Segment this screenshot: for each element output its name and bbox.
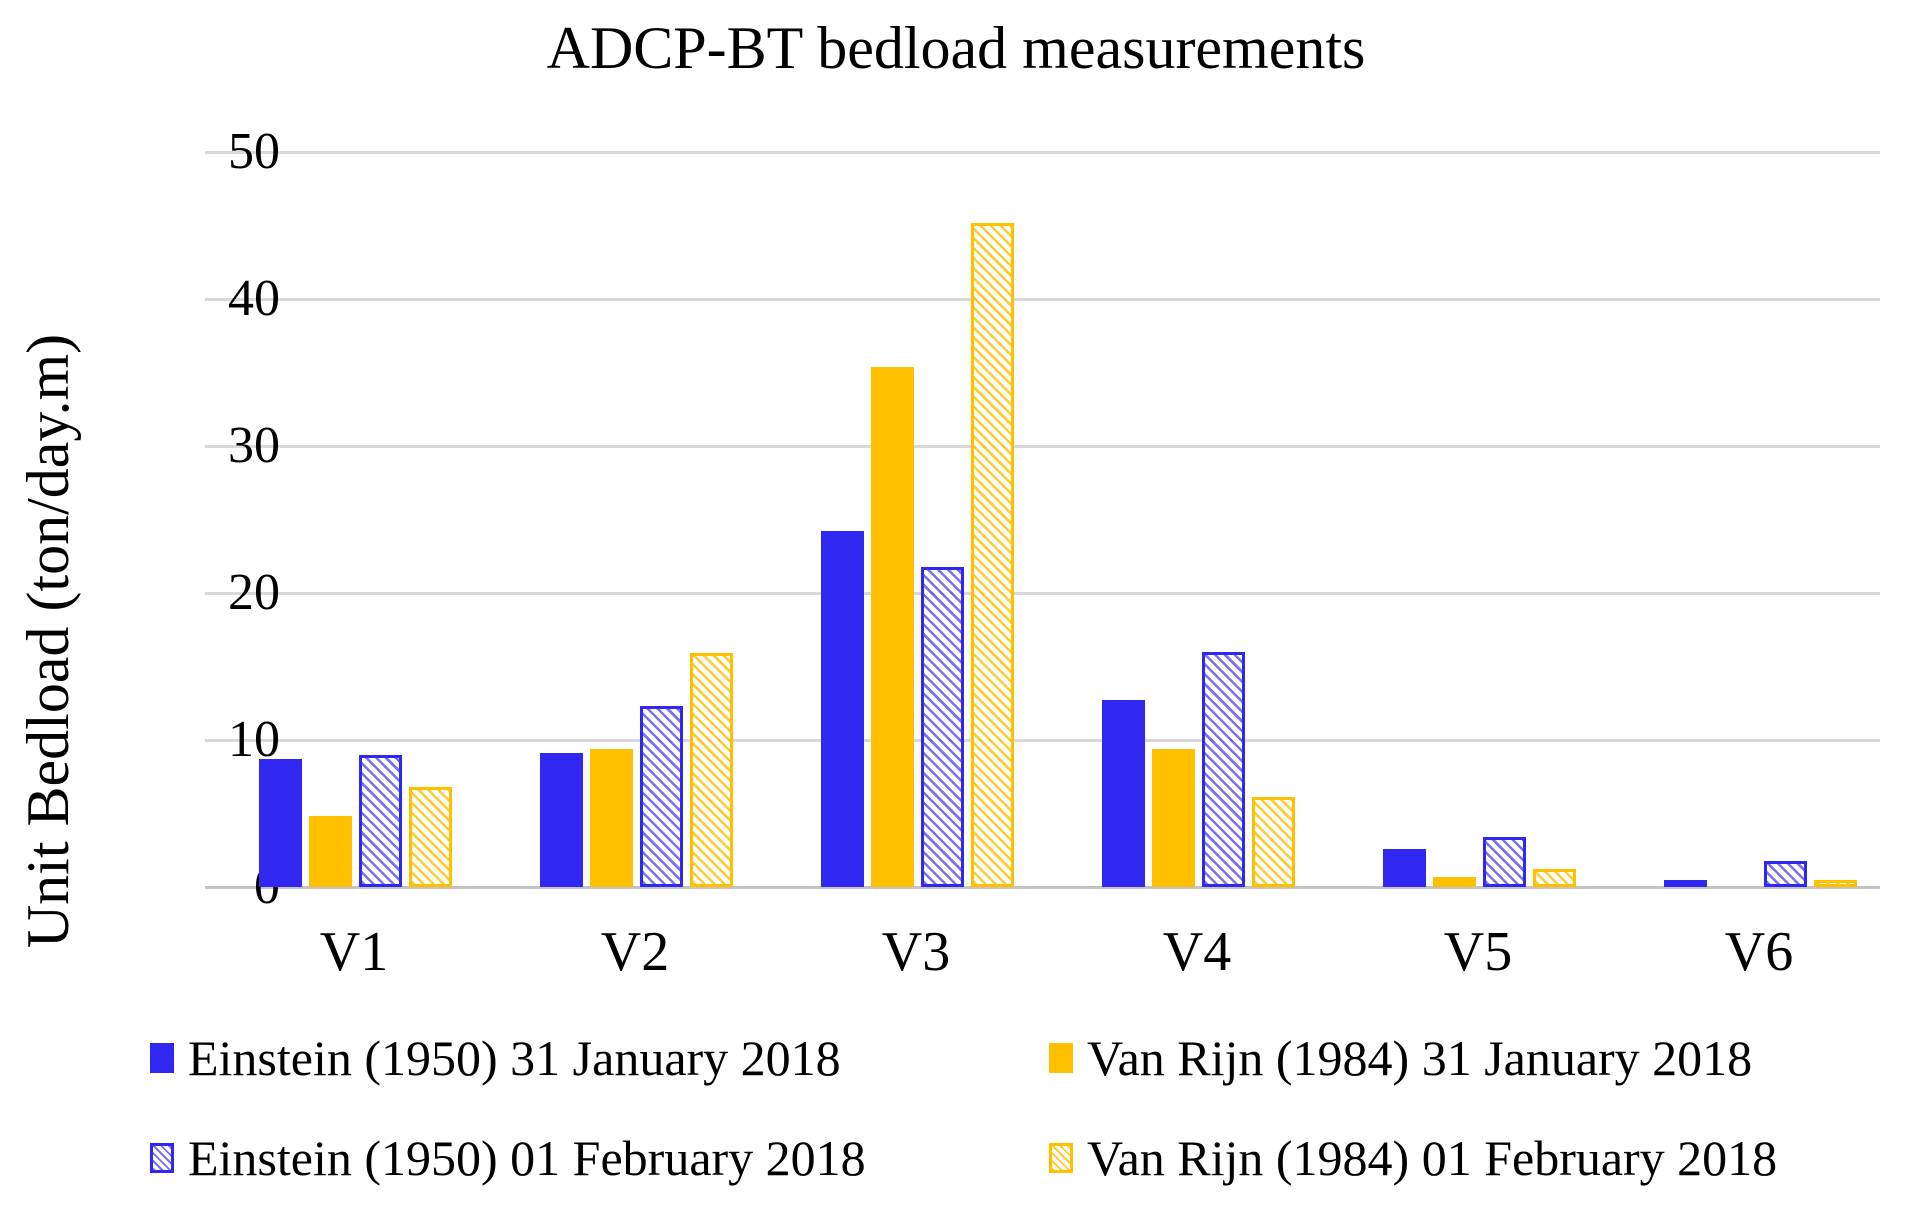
bar-v3-series-2	[871, 367, 914, 887]
bar-v1-series-2	[309, 816, 352, 887]
y-tick-label-0: 0	[100, 852, 280, 922]
y-tick-label-40: 40	[228, 270, 280, 327]
bar-v5-series-2	[1433, 877, 1476, 887]
legend-label: Einstein (1950) 01 February 2018	[188, 1130, 866, 1186]
gridline-y-30	[205, 445, 1880, 448]
bar-v1-series-3	[359, 755, 402, 887]
legend-item-2: Van Rijn (1984) 31 January 2018	[1049, 1028, 1862, 1088]
bar-v3-series-1	[821, 531, 864, 887]
x-tick-label-v1: V1	[319, 921, 389, 983]
gridline-y-20	[205, 592, 1880, 595]
legend-swatch-icon	[150, 1143, 174, 1173]
bar-v1-series-1	[259, 759, 302, 887]
legend-swatch-icon	[1049, 1043, 1073, 1073]
bar-v2-series-2	[590, 749, 633, 887]
y-tick-label-20: 20	[228, 564, 280, 621]
y-tick-label-50: 50	[228, 123, 280, 180]
bar-v4-series-2	[1152, 749, 1195, 887]
y-axis-title: Unit Bedload (ton/day.m)	[15, 333, 81, 949]
bar-v6-series-3	[1764, 861, 1807, 887]
bar-v6-series-1	[1664, 880, 1707, 887]
legend-item-4: Van Rijn (1984) 01 February 2018	[1049, 1128, 1862, 1188]
bar-v5-series-4	[1533, 869, 1576, 887]
x-axis-baseline	[205, 886, 1880, 889]
x-tick-label-v5: V5	[1443, 921, 1513, 983]
legend-item-1: Einstein (1950) 31 January 2018	[150, 1028, 1049, 1088]
bar-v6-series-4	[1814, 880, 1857, 887]
bar-v2-series-1	[540, 753, 583, 887]
legend-swatch-icon	[150, 1043, 174, 1073]
bar-v2-series-4	[690, 653, 733, 887]
gridline-y-40	[205, 298, 1880, 301]
legend-label: Van Rijn (1984) 31 January 2018	[1087, 1030, 1753, 1086]
bar-v3-series-3	[921, 567, 964, 887]
legend-item-3: Einstein (1950) 01 February 2018	[150, 1128, 1049, 1188]
bar-v5-series-1	[1383, 849, 1426, 887]
legend-label: Einstein (1950) 31 January 2018	[188, 1030, 841, 1086]
x-tick-label-v3: V3	[881, 921, 951, 983]
y-tick-label-30: 30	[228, 417, 280, 474]
gridline-y-50	[205, 151, 1880, 154]
gridline-y-10	[205, 739, 1880, 742]
x-tick-label-v2: V2	[600, 921, 670, 983]
bar-v5-series-3	[1483, 837, 1526, 887]
y-tick-label-10: 10	[228, 711, 280, 768]
bar-v4-series-1	[1102, 700, 1145, 887]
chart-title: ADCP-BT bedload measurements	[546, 15, 1366, 81]
bar-v4-series-4	[1252, 797, 1295, 887]
legend-label: Van Rijn (1984) 01 February 2018	[1087, 1130, 1778, 1186]
x-tick-label-v4: V4	[1162, 921, 1232, 983]
legend-swatch-icon	[1049, 1143, 1073, 1173]
bar-v3-series-4	[971, 223, 1014, 887]
bar-v2-series-3	[640, 706, 683, 887]
bar-v4-series-3	[1202, 652, 1245, 887]
bar-v1-series-4	[409, 787, 452, 887]
legend: Einstein (1950) 31 January 2018 Van Rijn …	[150, 1008, 1862, 1208]
x-tick-label-v6: V6	[1724, 921, 1794, 983]
